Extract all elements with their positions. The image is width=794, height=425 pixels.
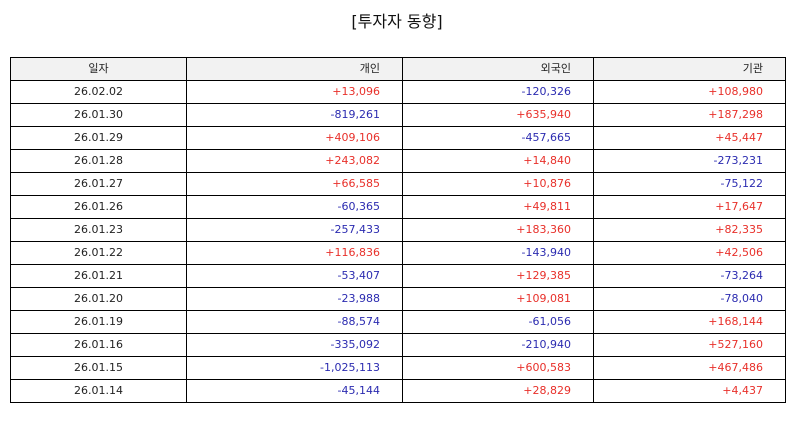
individual-cell: -335,092 [186, 333, 403, 357]
institution-cell: +45,447 [593, 126, 786, 150]
individual-cell: +13,096 [186, 80, 403, 104]
individual-cell: +116,836 [186, 241, 403, 265]
date-cell: 26.01.21 [10, 264, 187, 288]
individual-cell: -819,261 [186, 103, 403, 127]
individual-cell: -88,574 [186, 310, 403, 334]
institution-cell: +82,335 [593, 218, 786, 242]
foreign-cell: +635,940 [402, 103, 594, 127]
individual-cell: +66,585 [186, 172, 403, 196]
foreign-cell: +10,876 [402, 172, 594, 196]
individual-cell: +243,082 [186, 149, 403, 173]
date-cell: 26.01.29 [10, 126, 187, 150]
table-row: 26.02.02 +13,096 -120,326 +108,980 [10, 80, 786, 104]
table-row: 26.01.27 +66,585 +10,876 -75,122 [10, 172, 786, 196]
foreign-cell: +49,811 [402, 195, 594, 219]
date-cell: 26.01.14 [10, 379, 187, 403]
foreign-cell: +600,583 [402, 356, 594, 380]
date-cell: 26.01.26 [10, 195, 187, 219]
foreign-cell: +14,840 [402, 149, 594, 173]
table-row: 26.01.22 +116,836 -143,940 +42,506 [10, 241, 786, 265]
foreign-cell: +28,829 [402, 379, 594, 403]
table-row: 26.01.26 -60,365 +49,811 +17,647 [10, 195, 786, 219]
table-row: 26.01.14 -45,144 +28,829 +4,437 [10, 379, 786, 403]
header-date: 일자 [10, 57, 187, 81]
date-cell: 26.01.27 [10, 172, 187, 196]
date-cell: 26.01.20 [10, 287, 187, 311]
table-body: 26.02.02 +13,096 -120,326 +108,980 26.01.30-… [10, 80, 786, 403]
individual-cell: -60,365 [186, 195, 403, 219]
date-cell: 26.02.02 [10, 80, 187, 104]
individual-cell: -23,988 [186, 287, 403, 311]
individual-cell: -53,407 [186, 264, 403, 288]
individual-cell: -45,144 [186, 379, 403, 403]
foreign-cell: -120,326 [402, 80, 594, 104]
header-institution: 기관 [593, 57, 786, 81]
table-row: 26.01.20 -23,988 +109,081 -78,040 [10, 287, 786, 311]
institution-cell: -78,040 [593, 287, 786, 311]
date-cell: 26.01.22 [10, 241, 187, 265]
table-header-row: 일자 개인 외국인 기관 [10, 57, 786, 81]
institution-cell: -75,122 [593, 172, 786, 196]
institution-cell: +168,144 [593, 310, 786, 334]
header-foreign: 외국인 [402, 57, 594, 81]
foreign-cell: +129,385 [402, 264, 594, 288]
institution-cell: -73,264 [593, 264, 786, 288]
institution-cell: +527,160 [593, 333, 786, 357]
foreign-cell: -457,665 [402, 126, 594, 150]
table-row: 26.01.29 +409,106 -457,665 +45,447 [10, 126, 786, 150]
date-cell: 26.01.23 [10, 218, 187, 242]
table-row: 26.01.30 -819,261 +635,940 +187,298 [10, 103, 786, 127]
date-cell: 26.01.16 [10, 333, 187, 357]
investor-trend-table: 일자 개인 외국인 기관 26.02.02 +13,096 -120,326 +108… [10, 57, 786, 403]
institution-cell: +4,437 [593, 379, 786, 403]
institution-cell: +467,486 [593, 356, 786, 380]
institution-cell: +108,980 [593, 80, 786, 104]
table-row: 26.01.23 -257,433 +183,360 +82,335 [10, 218, 786, 242]
institution-cell: +187,298 [593, 103, 786, 127]
date-cell: 26.01.30 [10, 103, 187, 127]
institution-cell: +42,506 [593, 241, 786, 265]
date-cell: 26.01.28 [10, 149, 187, 173]
date-cell: 26.01.15 [10, 356, 187, 380]
individual-cell: -1,025,113 [186, 356, 403, 380]
foreign-cell: -143,940 [402, 241, 594, 265]
table-row: 26.01.28 +243,082 +14,840 -273,231 [10, 149, 786, 173]
foreign-cell: +109,081 [402, 287, 594, 311]
foreign-cell: +183,360 [402, 218, 594, 242]
table-row: 26.01.21 -53,407 +129,385 -73,264 [10, 264, 786, 288]
table-row: 26.01.16 -335,092 -210,940 +527,160 [10, 333, 786, 357]
individual-cell: -257,433 [186, 218, 403, 242]
foreign-cell: -210,940 [402, 333, 594, 357]
header-individual: 개인 [186, 57, 403, 81]
institution-cell: +17,647 [593, 195, 786, 219]
table-row: 26.01.19 -88,574 -61,056 +168,144 [10, 310, 786, 334]
foreign-cell: -61,056 [402, 310, 594, 334]
institution-cell: -273,231 [593, 149, 786, 173]
individual-cell: +409,106 [186, 126, 403, 150]
date-cell: 26.01.19 [10, 310, 187, 334]
table-row: 26.01.15 -1,025,113 +600,583 +467,486 [10, 356, 786, 380]
page-title: [투자자 동향] [351, 12, 443, 31]
